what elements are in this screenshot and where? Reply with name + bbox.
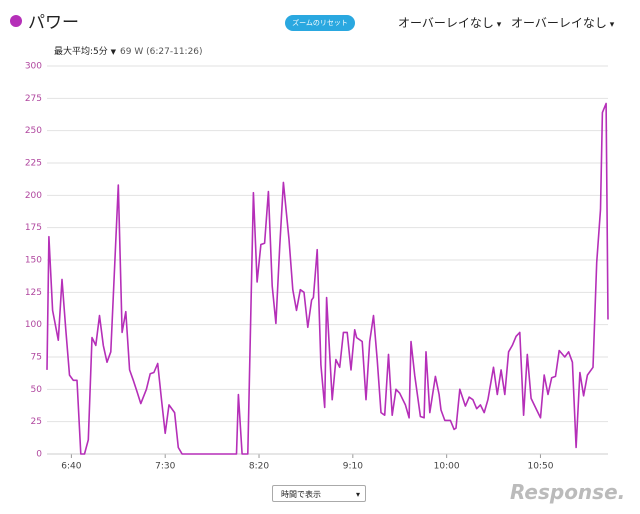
y-tick-label: 150 xyxy=(25,256,42,266)
view-mode-select[interactable]: 時間で表示 xyxy=(272,485,366,503)
y-tick-label: 25 xyxy=(31,417,42,427)
power-line xyxy=(46,102,609,455)
caret: ▼ xyxy=(110,48,117,56)
legend-label: パワー xyxy=(28,13,79,33)
y-tick-label: 250 xyxy=(25,126,42,136)
x-tick-label: 9:10 xyxy=(343,462,363,472)
x-tick-label: 10:50 xyxy=(527,462,553,472)
y-tick-label: 200 xyxy=(25,191,42,201)
overlay-dropdown[interactable]: オーバーレイなし xyxy=(511,14,614,31)
y-tick-label: 175 xyxy=(25,223,42,233)
summary-label: 最大平均: xyxy=(54,47,94,57)
summary: 最大平均:5分 ▼ 69 W (6:27-11:26) xyxy=(54,44,203,57)
overlay-dropdown[interactable]: オーバーレイなし xyxy=(398,14,501,31)
summary-value: 69 W (6:27-11:26) xyxy=(120,47,203,57)
y-tick-label: 0 xyxy=(36,450,42,460)
summary-period[interactable]: 5分 xyxy=(93,47,108,57)
x-tick-label: 7:30 xyxy=(155,462,175,472)
x-tick-label: 10:00 xyxy=(434,462,460,472)
chart: 0 25 50 75 100 125 150 175 200 225 250 275 300 6:40 7:… xyxy=(25,62,609,472)
y-tick-label: 225 xyxy=(25,159,42,169)
y-tick-label: 75 xyxy=(31,353,42,363)
y-tick-label: 100 xyxy=(25,320,42,330)
x-tick-label: 8:20 xyxy=(249,462,269,472)
legend-swatch xyxy=(10,14,22,27)
y-tick-label: 300 xyxy=(25,62,42,72)
y-tick-label: 50 xyxy=(31,385,43,395)
chart-title: パワー xyxy=(10,8,79,33)
y-tick-label: 275 xyxy=(25,94,42,104)
reset-zoom-button[interactable]: ズームのリセット xyxy=(285,15,355,31)
x-tick-label: 6:40 xyxy=(61,462,81,472)
y-tick-label: 125 xyxy=(25,288,42,298)
watermark: Response. xyxy=(510,480,626,504)
